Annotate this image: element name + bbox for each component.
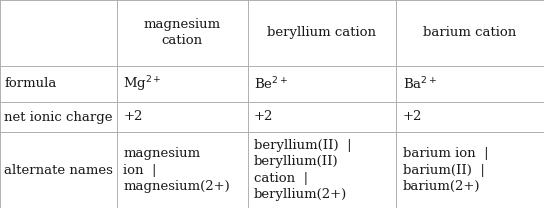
Text: +2: +2	[403, 110, 422, 124]
Text: magnesium
ion  |
magnesium(2+): magnesium ion | magnesium(2+)	[123, 147, 230, 193]
Text: barium cation: barium cation	[423, 26, 517, 39]
Text: +2: +2	[254, 110, 274, 124]
Text: Ba$^{2+}$: Ba$^{2+}$	[403, 76, 437, 92]
Text: Be$^{2+}$: Be$^{2+}$	[254, 76, 288, 92]
Text: alternate names: alternate names	[4, 163, 113, 177]
Text: net ionic charge: net ionic charge	[4, 110, 113, 124]
Text: barium ion  |
barium(II)  |
barium(2+): barium ion | barium(II) | barium(2+)	[403, 147, 488, 193]
Text: beryllium(II)  |
beryllium(II)
cation  |
beryllium(2+): beryllium(II) | beryllium(II) cation | b…	[254, 139, 351, 201]
Text: Mg$^{2+}$: Mg$^{2+}$	[123, 74, 162, 94]
Text: +2: +2	[123, 110, 143, 124]
Text: formula: formula	[4, 77, 57, 90]
Text: magnesium
cation: magnesium cation	[144, 18, 221, 47]
Text: beryllium cation: beryllium cation	[267, 26, 376, 39]
